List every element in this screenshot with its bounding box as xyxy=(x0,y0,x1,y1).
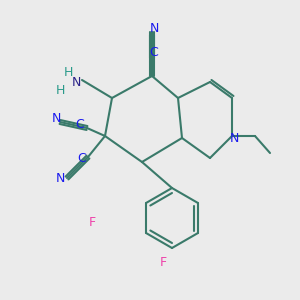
Text: F: F xyxy=(159,256,167,269)
Text: C: C xyxy=(150,46,158,59)
Text: C: C xyxy=(76,118,84,130)
Text: F: F xyxy=(88,215,96,229)
Text: H: H xyxy=(55,83,65,97)
Text: N: N xyxy=(149,22,159,34)
Text: H: H xyxy=(63,65,73,79)
Text: N: N xyxy=(229,131,239,145)
Text: N: N xyxy=(71,76,81,89)
Text: N: N xyxy=(55,172,65,184)
Text: N: N xyxy=(51,112,61,125)
Text: C: C xyxy=(78,152,86,164)
